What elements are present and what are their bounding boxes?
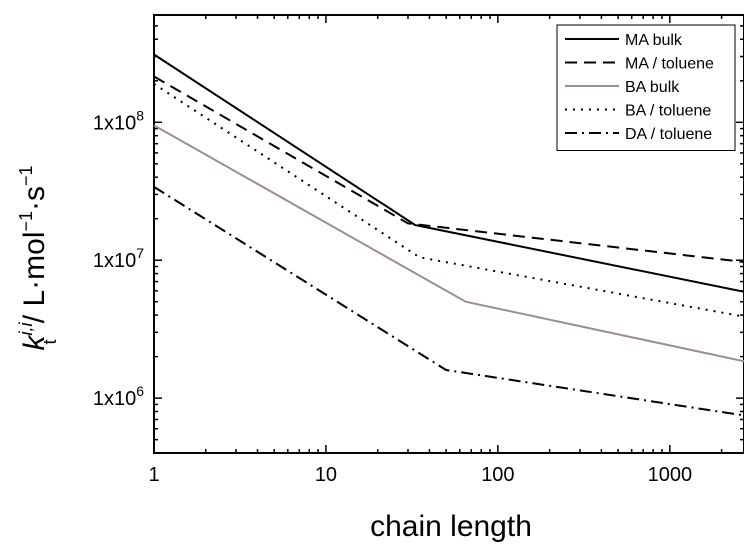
y-axis-subscript: t — [40, 340, 60, 345]
series-line-4 — [153, 186, 744, 417]
plot-frame — [153, 14, 744, 454]
y-axis-title: ki,it / L·mol−1·s−1 — [16, 165, 60, 350]
x-tick-label: 10 — [315, 464, 337, 486]
y-tick-label: 1x108 — [93, 107, 144, 134]
legend-box — [556, 24, 736, 151]
y-tick-labels: 1x106 1x107 1x108 — [93, 107, 144, 410]
y-axis-unit-prefix: / L·mol — [18, 232, 51, 332]
series-line-0 — [153, 53, 744, 293]
y-tick-label: 1x107 — [93, 245, 144, 272]
y-axis-superscript: i,i — [16, 322, 36, 336]
y-axis-unit-mid: ·s — [18, 186, 51, 211]
legend-label: MA bulk — [625, 32, 683, 49]
legend-label: BA bulk — [625, 79, 680, 96]
series-line-2 — [153, 124, 744, 363]
y-axis-k: k — [18, 334, 51, 351]
legend-label: MA / toluene — [625, 56, 714, 73]
y-tick-label: 1x106 — [93, 383, 144, 410]
series-lines — [153, 53, 744, 417]
x-axis-title: chain length — [370, 510, 532, 543]
x-tick-label: 1000 — [648, 464, 693, 486]
x-tick-labels: 1 10 100 1000 — [148, 464, 692, 486]
legend-label: BA / toluene — [625, 103, 711, 120]
y-axis-exp1: −1 — [16, 211, 36, 232]
x-tick-label: 100 — [481, 464, 514, 486]
legend: MA bulk MA / toluene BA bulk BA / toluene DA… — [556, 24, 736, 151]
axis-ticks — [153, 14, 744, 454]
x-tick-label: 1 — [148, 464, 159, 486]
y-axis-exp2: −1 — [16, 165, 36, 186]
series-line-3 — [153, 83, 744, 318]
series-line-1 — [153, 75, 744, 263]
legend-label: DA / toluene — [625, 126, 712, 143]
